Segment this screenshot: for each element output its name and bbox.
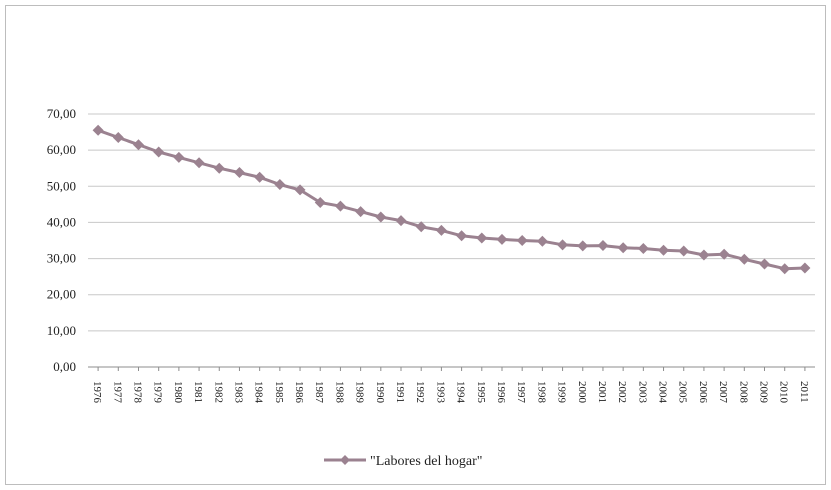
data-point <box>294 184 306 196</box>
series-line <box>97 128 805 271</box>
data-point <box>395 215 407 227</box>
x-tick-label: 1981 <box>192 381 204 403</box>
x-tick-label: 2004 <box>657 381 669 404</box>
y-tick-label: 60,00 <box>47 142 76 157</box>
x-tick-label: 2007 <box>717 381 729 404</box>
data-point <box>153 146 165 158</box>
data-point <box>213 162 225 174</box>
y-tick-label: 20,00 <box>47 287 76 302</box>
x-tick-label: 1979 <box>152 381 164 404</box>
x-tick-label: 1995 <box>475 381 487 404</box>
x-tick-label: 2002 <box>616 381 628 403</box>
x-tick-label: 1985 <box>273 381 285 404</box>
x-tick-label: 1980 <box>172 381 184 404</box>
y-tick-label: 70,00 <box>47 106 76 121</box>
x-tick-label: 1983 <box>232 381 244 404</box>
data-point <box>193 157 205 169</box>
y-tick-label: 40,00 <box>47 214 76 229</box>
y-axis-ticks: 0,00 10,00 20,00 30,00 40,00 50,00 60,00 70,00 <box>47 106 76 374</box>
legend-marker <box>340 455 350 465</box>
gridlines <box>88 113 815 368</box>
data-point <box>456 230 468 242</box>
data-point <box>496 233 508 245</box>
legend: "Labores del hogar" <box>324 454 483 469</box>
y-tick-label: 30,00 <box>47 251 76 266</box>
data-point <box>233 167 245 179</box>
data-point <box>314 197 326 209</box>
x-tick-label: 1991 <box>394 381 406 403</box>
x-tick-label: 2011 <box>798 381 810 403</box>
x-tick-label: 1993 <box>434 381 446 404</box>
data-point <box>536 235 548 247</box>
x-tick-label: 1977 <box>111 381 123 404</box>
data-point <box>415 221 427 233</box>
legend-label: "Labores del hogar" <box>370 454 483 469</box>
x-tick-label: 1999 <box>556 381 568 404</box>
y-tick-label: 50,00 <box>47 178 76 193</box>
x-tick-label: 1987 <box>313 381 325 404</box>
data-point <box>132 139 144 151</box>
data-point <box>779 263 791 275</box>
x-axis-ticks: 1976 1977 1978 1979 1980 1981 1982 1983 1984 1985… <box>91 367 810 404</box>
data-point <box>597 240 609 252</box>
data-point <box>678 245 690 257</box>
data-point <box>637 242 649 254</box>
y-tick-label: 10,00 <box>47 323 76 338</box>
x-tick-label: 1996 <box>495 381 507 404</box>
x-tick-label: 2008 <box>737 381 749 404</box>
data-point <box>254 171 266 183</box>
data-point <box>173 151 185 163</box>
data-point <box>799 262 811 274</box>
x-tick-label: 2009 <box>758 381 770 404</box>
data-point <box>557 239 569 251</box>
data-point <box>334 200 346 212</box>
x-tick-label: 2001 <box>596 381 608 403</box>
x-tick-label: 1994 <box>455 381 467 404</box>
data-point <box>476 232 488 244</box>
data-point <box>617 242 629 254</box>
data-point <box>577 240 589 252</box>
series-layer <box>92 124 811 275</box>
data-point <box>718 248 730 260</box>
data-point <box>375 211 387 223</box>
data-point <box>355 206 367 218</box>
y-tick-label: 0,00 <box>53 359 76 374</box>
x-tick-label: 2000 <box>576 381 588 404</box>
data-point <box>698 249 710 261</box>
chart-frame <box>5 5 826 485</box>
x-tick-label: 1990 <box>374 381 386 404</box>
x-tick-label: 1988 <box>333 381 345 404</box>
x-tick-label: 2010 <box>778 381 790 404</box>
x-tick-label: 2005 <box>677 381 689 404</box>
x-tick-label: 1998 <box>535 381 547 404</box>
data-point <box>112 131 124 143</box>
x-tick-label: 1984 <box>253 381 265 404</box>
x-tick-label: 1976 <box>91 381 103 404</box>
x-tick-label: 1992 <box>414 381 426 403</box>
data-point <box>738 253 750 265</box>
x-tick-label: 1978 <box>131 381 143 404</box>
x-tick-label: 1986 <box>293 381 305 404</box>
x-tick-label: 2003 <box>636 381 648 404</box>
data-point <box>516 235 528 246</box>
data-point <box>759 258 771 270</box>
data-point <box>274 178 286 190</box>
x-tick-label: 2006 <box>697 381 709 404</box>
data-point <box>435 224 447 236</box>
data-point <box>658 244 670 256</box>
x-tick-label: 1989 <box>354 381 366 404</box>
x-tick-label: 1982 <box>212 381 224 403</box>
x-tick-label: 1997 <box>515 381 527 404</box>
data-point <box>92 124 104 136</box>
